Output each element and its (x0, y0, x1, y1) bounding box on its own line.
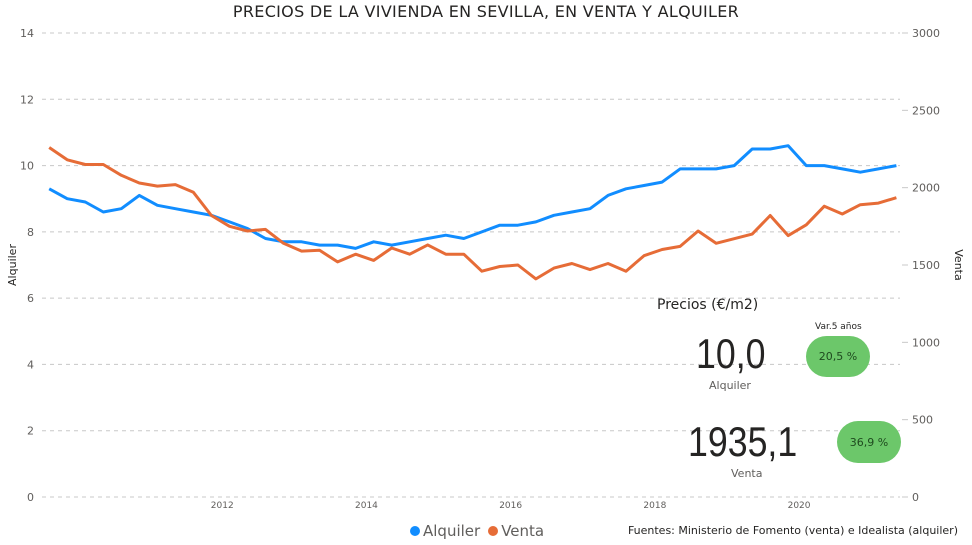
series-line-alquiler (48, 144, 897, 250)
x-tick: 2020 (788, 501, 811, 511)
y-right-tick: 1500 (912, 259, 940, 272)
y-left-tick: 14 (20, 27, 34, 40)
venta-label: Venta (731, 467, 763, 480)
legend-label: Venta (501, 522, 545, 540)
legend-label: Alquiler (423, 522, 481, 540)
y-right-label: Venta (952, 249, 965, 280)
legend-item-venta[interactable]: Venta (488, 522, 544, 540)
legend-item-alquiler[interactable]: Alquiler (410, 522, 480, 540)
y-right-tick: 2500 (912, 104, 940, 117)
y-left-tick: 10 (20, 160, 34, 173)
y-left-tick: 12 (20, 93, 34, 106)
alquiler-value: 10,0 (696, 330, 766, 377)
y-left-tick: 0 (27, 491, 34, 504)
chart-title: PRECIOS DE LA VIVIENDA EN SEVILLA, EN VE… (232, 2, 740, 21)
y-right-tick: 1000 (912, 336, 940, 349)
alquiler-label: Alquiler (709, 379, 751, 392)
legend: Alquiler Venta (410, 522, 544, 540)
y-left-tick: 6 (27, 292, 34, 305)
y-left-tick: 8 (27, 226, 34, 239)
alquiler-var-badge: 20,5 % (806, 336, 870, 377)
legend-dot-icon (488, 526, 499, 536)
y-left-tick: 4 (27, 358, 34, 371)
source-note: Fuentes: Ministerio de Fomento (venta) e… (627, 524, 958, 537)
venta-value: 1935,1 (688, 418, 798, 465)
legend-dot-icon (410, 526, 420, 536)
y-right-tick: 2000 (912, 182, 940, 195)
var-label: Var.5 años (815, 322, 862, 332)
x-tick: 2014 (355, 501, 378, 511)
kpi-title: Precios (€/m2) (657, 297, 759, 313)
venta-var-badge: 36,9 % (837, 421, 901, 463)
y-right-tick: 0 (912, 491, 919, 504)
y-right-tick: 3000 (912, 27, 940, 40)
x-tick: 2016 (499, 501, 522, 511)
y-left-tick: 2 (27, 425, 34, 438)
x-tick: 2018 (643, 501, 666, 511)
series-line-venta (48, 146, 897, 281)
y-left-label: Alquiler (6, 244, 19, 286)
y-right-tick: 500 (912, 414, 933, 427)
x-tick: 2012 (211, 501, 234, 511)
